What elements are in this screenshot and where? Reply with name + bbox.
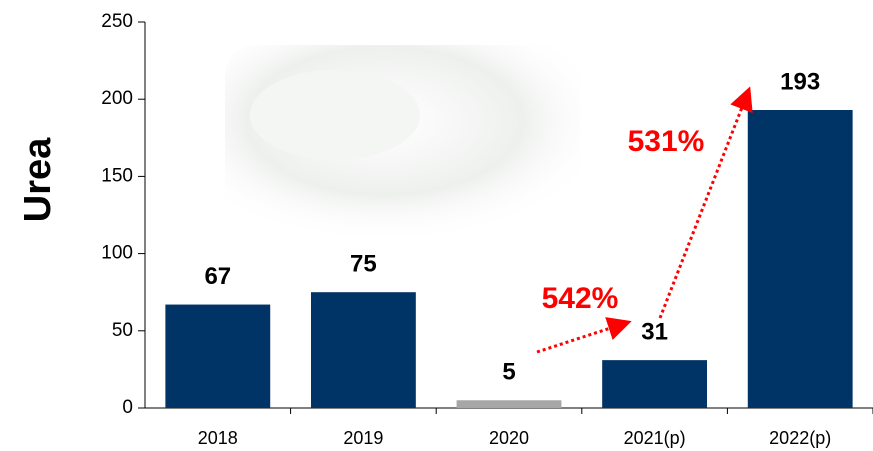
x-tick-label: 2021(p)	[624, 428, 686, 448]
plot: 0 50 100 150 200 250 2018 67 2019 75 2020 5 2021(p) 3…	[101, 11, 873, 448]
bar	[747, 110, 853, 409]
x-tick-label: 2018	[198, 428, 238, 448]
y-tick-label: 0	[122, 397, 133, 418]
bar	[165, 304, 271, 408]
data-label: 75	[350, 251, 377, 278]
data-label: 31	[641, 318, 668, 345]
annotation: 542%	[542, 282, 619, 315]
y-tick-label: 150	[101, 165, 133, 186]
product-photo-bag	[250, 70, 420, 160]
data-label: 67	[204, 263, 231, 290]
y-tick-label: 250	[101, 11, 133, 32]
data-label: 193	[780, 68, 820, 95]
bar	[456, 400, 562, 408]
annotation: 531%	[628, 125, 705, 158]
bar	[602, 360, 708, 408]
x-tick-label: 2019	[343, 428, 383, 448]
y-tick-label: 200	[101, 88, 133, 109]
bar	[310, 292, 416, 408]
arrow	[536, 317, 632, 354]
y-axis-label: Urea	[17, 137, 59, 222]
data-label: 5	[502, 359, 515, 386]
x-tick-label: 2020	[489, 428, 529, 448]
arrow	[658, 86, 753, 319]
x-tick-label: 2022(p)	[769, 428, 831, 448]
y-tick-label: 100	[101, 243, 133, 264]
y-tick-label: 50	[112, 320, 133, 341]
